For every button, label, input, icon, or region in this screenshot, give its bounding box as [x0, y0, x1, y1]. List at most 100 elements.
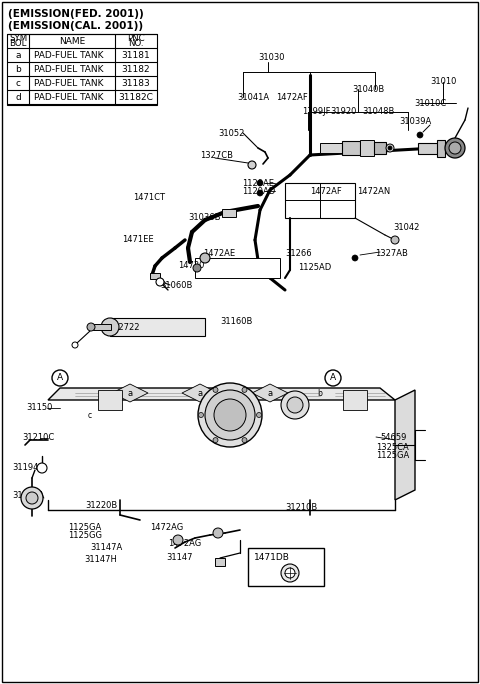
- Text: 1472AF: 1472AF: [276, 92, 308, 101]
- Circle shape: [445, 138, 465, 158]
- Circle shape: [213, 438, 218, 443]
- Text: 1472AF: 1472AF: [310, 187, 342, 196]
- Polygon shape: [252, 384, 288, 402]
- Circle shape: [198, 383, 262, 447]
- Circle shape: [417, 132, 423, 138]
- Bar: [285, 183, 355, 218]
- Text: 31147: 31147: [166, 553, 192, 562]
- Text: 1472AG: 1472AG: [168, 538, 201, 547]
- Text: A: A: [57, 373, 63, 382]
- Text: 31147H: 31147H: [84, 555, 117, 564]
- Circle shape: [72, 342, 78, 348]
- Text: 31052: 31052: [218, 129, 244, 137]
- Text: c: c: [88, 410, 92, 419]
- Circle shape: [391, 236, 399, 244]
- Text: 31182: 31182: [122, 64, 150, 73]
- Circle shape: [285, 568, 295, 578]
- Text: PAD-FUEL TANK: PAD-FUEL TANK: [34, 92, 104, 101]
- Circle shape: [37, 463, 47, 473]
- Circle shape: [287, 397, 303, 413]
- Polygon shape: [182, 384, 218, 402]
- Text: 32722: 32722: [113, 322, 140, 332]
- Bar: [320, 143, 342, 153]
- Bar: [98, 390, 122, 410]
- Polygon shape: [48, 388, 395, 400]
- Text: 31042: 31042: [393, 224, 420, 233]
- Bar: [110, 318, 205, 336]
- Bar: [7, 34, 157, 105]
- Text: 1472AG: 1472AG: [150, 523, 183, 531]
- Bar: [150, 273, 160, 279]
- Bar: [437, 140, 445, 157]
- Polygon shape: [48, 400, 395, 500]
- Circle shape: [248, 161, 256, 169]
- Text: b: b: [15, 64, 21, 73]
- Text: 1471CT: 1471CT: [133, 194, 165, 202]
- Circle shape: [156, 278, 164, 286]
- Text: 31210C: 31210C: [22, 434, 54, 443]
- Circle shape: [101, 318, 119, 336]
- Text: 31210B: 31210B: [285, 503, 317, 512]
- Circle shape: [173, 535, 183, 545]
- Circle shape: [87, 323, 95, 331]
- Circle shape: [281, 564, 299, 582]
- Text: a: a: [15, 51, 21, 60]
- Text: 1125GA: 1125GA: [68, 523, 101, 531]
- Circle shape: [193, 264, 201, 272]
- Text: 1799JF: 1799JF: [302, 107, 331, 116]
- Circle shape: [281, 391, 309, 419]
- Text: 1327AB: 1327AB: [375, 250, 408, 259]
- Circle shape: [449, 142, 461, 154]
- Text: 31266: 31266: [285, 250, 312, 259]
- Bar: [93, 324, 111, 330]
- Polygon shape: [395, 390, 415, 500]
- Text: NO.: NO.: [128, 38, 144, 48]
- Text: 1471DB: 1471DB: [254, 553, 290, 562]
- Text: 31041A: 31041A: [237, 92, 269, 101]
- Text: 31920: 31920: [330, 107, 356, 116]
- Text: 31039A: 31039A: [399, 118, 431, 127]
- Text: SYM: SYM: [9, 34, 27, 43]
- Text: 1471EE: 1471EE: [122, 235, 154, 244]
- Circle shape: [388, 146, 392, 150]
- Text: 1325CA: 1325CA: [376, 443, 409, 451]
- Text: (EMISSION(CAL. 2001)): (EMISSION(CAL. 2001)): [8, 21, 143, 31]
- Text: d: d: [15, 92, 21, 101]
- Circle shape: [257, 180, 263, 186]
- Text: 31090A: 31090A: [12, 492, 44, 501]
- Text: 31048B: 31048B: [362, 107, 395, 116]
- Polygon shape: [112, 384, 148, 402]
- Circle shape: [213, 387, 218, 393]
- Text: PAD-FUEL TANK: PAD-FUEL TANK: [34, 64, 104, 73]
- Circle shape: [386, 144, 394, 152]
- Bar: [374, 142, 386, 154]
- Text: 31010: 31010: [430, 77, 456, 86]
- Circle shape: [200, 253, 210, 263]
- Text: PNC: PNC: [127, 34, 145, 43]
- Bar: [248, 548, 324, 586]
- Text: 31060B: 31060B: [160, 280, 192, 289]
- Text: 1125GA: 1125GA: [376, 451, 409, 460]
- Circle shape: [52, 370, 68, 386]
- Text: 31160B: 31160B: [220, 317, 252, 326]
- Text: 1125GG: 1125GG: [68, 531, 102, 540]
- Text: A: A: [330, 373, 336, 382]
- Text: 31147A: 31147A: [90, 542, 122, 551]
- Text: 31150: 31150: [26, 404, 52, 412]
- Text: 1125AD: 1125AD: [298, 263, 331, 272]
- Bar: [222, 209, 236, 217]
- Bar: [195, 258, 280, 278]
- Text: 31182C: 31182C: [119, 92, 154, 101]
- Circle shape: [213, 528, 223, 538]
- Text: 54659: 54659: [380, 432, 407, 441]
- Bar: [418, 143, 438, 154]
- Text: 1129AD: 1129AD: [242, 187, 275, 196]
- Circle shape: [242, 438, 247, 443]
- Text: 31036B: 31036B: [188, 213, 220, 222]
- Text: 1129AE: 1129AE: [242, 179, 274, 187]
- Text: 31040B: 31040B: [352, 85, 384, 94]
- Text: a: a: [267, 389, 273, 397]
- Text: 31183: 31183: [121, 79, 150, 88]
- Circle shape: [205, 390, 255, 440]
- Text: a: a: [127, 389, 132, 397]
